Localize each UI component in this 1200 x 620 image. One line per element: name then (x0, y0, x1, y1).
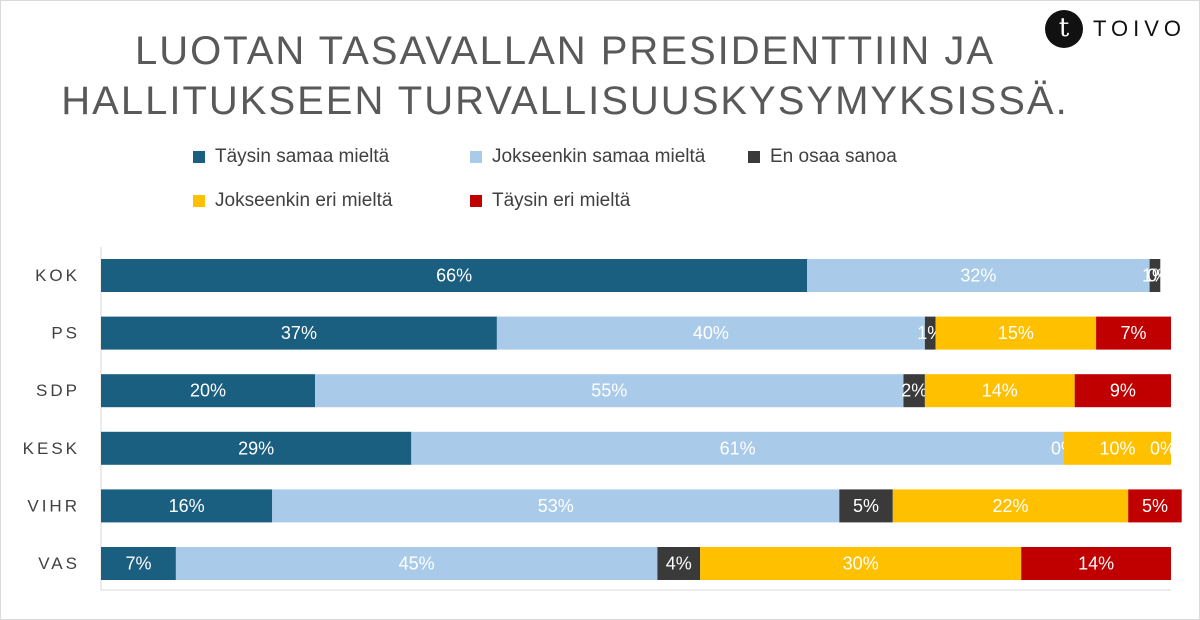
category-label-kok: KOK (35, 266, 80, 285)
data-label-vihr-en-osaa-sanoa: 5% (853, 496, 879, 516)
data-label-ps-t-ysin-samaa-mielt: 37% (281, 323, 317, 343)
bar-ps-jokseenkin-samaa-mielt (496, 316, 925, 350)
bar-sdp-jokseenkin-eri-mielt (924, 374, 1075, 408)
legend-swatch-taysin-eri (470, 195, 482, 207)
data-label-kok-t-ysin-samaa-mielt: 66% (436, 266, 472, 286)
legend-item-jokseenkin-samaa: Jokseenkin samaa mieltä (470, 146, 705, 168)
data-label-sdp-jokseenkin-samaa-mielt: 55% (591, 381, 627, 401)
data-label-ps-jokseenkin-samaa-mielt: 40% (693, 323, 729, 343)
data-label-vihr-jokseenkin-samaa-mielt: 53% (538, 496, 574, 516)
data-label-sdp-t-ysin-samaa-mielt: 20% (190, 381, 226, 401)
legend-swatch-en-osaa (748, 151, 760, 163)
bar-vihr-t-ysin-eri-mielt (1128, 489, 1182, 523)
data-label-kok-jokseenkin-samaa-mielt: 32% (960, 266, 996, 286)
bar-sdp-t-ysin-eri-mielt (1074, 374, 1171, 408)
data-label-kesk-jokseenkin-samaa-mielt: 61% (720, 438, 756, 458)
bar-vas-t-ysin-samaa-mielt (101, 547, 176, 580)
legend-label: En osaa sanoa (770, 146, 897, 167)
category-label-vihr: VIHR (27, 496, 80, 515)
legend-item-taysin-eri: Täysin eri mieltä (470, 190, 630, 212)
category-label-vas: VAS (38, 554, 80, 573)
chart-title-line-1: LUOTAN TASAVALLAN PRESIDENTTIIN JA (134, 29, 996, 73)
bar-vas-en-osaa-sanoa (657, 547, 701, 580)
bar-sdp-jokseenkin-samaa-mielt (315, 374, 904, 408)
bar-kesk-t-ysin-samaa-mielt (101, 431, 412, 465)
bar-vas-jokseenkin-samaa-mielt (175, 547, 658, 580)
chart-title: LUOTAN TASAVALLAN PRESIDENTTIIN JA HALLI… (60, 26, 1070, 126)
bar-vas-jokseenkin-eri-mielt (700, 547, 1022, 580)
legend-label: Jokseenkin samaa mieltä (492, 146, 706, 167)
data-label-kok-en-osaa-sanoa: 1% (1142, 266, 1168, 286)
legend-swatch-jokseenkin-eri (193, 195, 205, 207)
data-label-vas-en-osaa-sanoa: 4% (666, 554, 692, 574)
data-label-vas-t-ysin-eri-mielt: 14% (1078, 554, 1114, 574)
bar-ps-en-osaa-sanoa (924, 316, 936, 350)
category-label-ps: PS (51, 324, 80, 343)
legend-item-taysin-samaa: Täysin samaa mieltä (193, 146, 389, 168)
bar-kesk-jokseenkin-eri-mielt (1064, 431, 1171, 465)
legend-label: Jokseenkin eri mieltä (215, 190, 393, 211)
bar-vihr-t-ysin-samaa-mielt (101, 489, 273, 523)
bar-kok-en-osaa-sanoa (1149, 259, 1161, 292)
brand-logo: t TOIVO (1044, 10, 1186, 48)
data-label-ps-t-ysin-eri-mielt: 7% (1121, 323, 1147, 343)
data-label-vas-t-ysin-samaa-mielt: 7% (125, 554, 151, 574)
data-label-sdp-jokseenkin-eri-mielt: 14% (982, 381, 1018, 401)
bar-kesk-jokseenkin-samaa-mielt (411, 431, 1064, 465)
data-label-kok-t-ysin-eri-mielt: 0% (1147, 266, 1173, 286)
data-label-sdp-t-ysin-eri-mielt: 9% (1110, 381, 1136, 401)
data-label-vihr-t-ysin-samaa-mielt: 16% (169, 496, 205, 516)
legend-swatch-jokseenkin-samaa (470, 151, 482, 163)
chart-title-line-2: HALLITUKSEEN TURVALLISUUSKYSYMYKSISSÄ. (61, 79, 1069, 123)
brand-name: TOIVO (1092, 16, 1186, 41)
bar-vihr-jokseenkin-eri-mielt (892, 489, 1129, 523)
category-label-kesk: KESK (23, 439, 80, 458)
data-label-vas-jokseenkin-eri-mielt: 30% (843, 554, 879, 574)
bar-ps-t-ysin-eri-mielt (1096, 316, 1171, 350)
legend-swatch-taysin-samaa (193, 151, 205, 163)
bar-ps-t-ysin-samaa-mielt (101, 316, 497, 350)
legend-label: Täysin samaa mieltä (215, 146, 390, 167)
data-label-kesk-t-ysin-eri-mielt: 0% (1150, 438, 1176, 458)
bar-vihr-en-osaa-sanoa (839, 489, 893, 523)
legend-item-jokseenkin-eri: Jokseenkin eri mieltä (193, 190, 392, 212)
toivo-logo-icon: t (1044, 10, 1083, 48)
data-label-vas-jokseenkin-samaa-mielt: 45% (399, 554, 435, 574)
bar-kok-t-ysin-samaa-mielt (101, 259, 808, 292)
bar-sdp-en-osaa-sanoa (903, 374, 925, 408)
data-label-vihr-t-ysin-eri-mielt: 5% (1142, 496, 1168, 516)
legend-item-en-osaa: En osaa sanoa (748, 146, 897, 168)
bar-vas-t-ysin-eri-mielt (1021, 547, 1171, 580)
data-label-sdp-en-osaa-sanoa: 2% (901, 381, 927, 401)
data-label-ps-jokseenkin-eri-mielt: 15% (998, 323, 1034, 343)
data-label-kesk-t-ysin-samaa-mielt: 29% (238, 438, 274, 458)
bar-sdp-t-ysin-samaa-mielt (101, 374, 315, 408)
legend-label: Täysin eri mieltä (492, 190, 631, 211)
data-label-kesk-jokseenkin-eri-mielt: 10% (1099, 438, 1135, 458)
bar-vihr-jokseenkin-samaa-mielt (272, 489, 840, 523)
bar-ps-jokseenkin-eri-mielt (935, 316, 1097, 350)
bar-kok-jokseenkin-samaa-mielt (807, 259, 1150, 292)
category-label-sdp: SDP (36, 381, 80, 400)
data-label-vihr-jokseenkin-eri-mielt: 22% (992, 496, 1028, 516)
